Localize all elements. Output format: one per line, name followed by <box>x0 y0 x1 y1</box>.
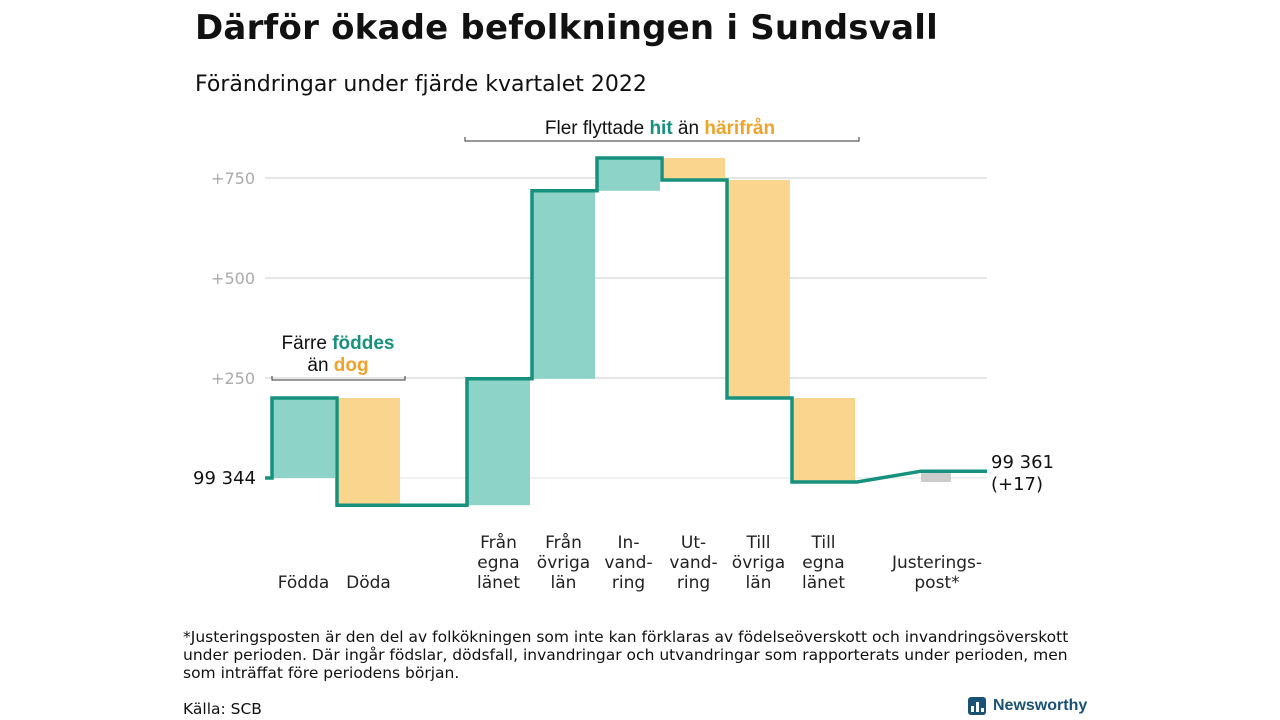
source-label: Källa: SCB <box>183 700 262 718</box>
waterfall-bar <box>532 190 595 379</box>
newsworthy-logo-icon <box>968 697 986 715</box>
waterfall-bar <box>792 398 855 482</box>
chart-subtitle: Förändringar under fjärde kvartalet 2022 <box>195 72 647 97</box>
newsworthy-logo: Newsworthy <box>968 697 1087 715</box>
category-label: Till övriga län <box>732 533 785 593</box>
footnote: *Justeringsposten är den del av folkökni… <box>183 628 1069 682</box>
waterfall-bar <box>272 398 335 478</box>
end-change-label: (+17) <box>991 474 1043 495</box>
category-label: Från övriga län <box>537 532 590 593</box>
moves-bracket <box>464 137 860 142</box>
waterfall-bar <box>921 471 951 482</box>
waterfall-bar <box>597 158 660 191</box>
chart-title: Därför ökade befolkningen i Sundsvall <box>195 8 938 48</box>
y-tick-label: +750 <box>211 169 255 188</box>
category-label: Från egna länet <box>477 532 520 593</box>
start-value-label: 99 344 <box>193 468 256 489</box>
y-tick-label: +250 <box>211 369 255 388</box>
category-label: Ut-vand-ring <box>669 533 717 593</box>
waterfall-bar <box>337 398 400 506</box>
waterfall-bar <box>467 378 530 506</box>
waterfall-bar <box>727 180 790 398</box>
moves-annotation: Fler flyttade hit än härifrån <box>545 118 775 139</box>
births-bracket <box>271 376 406 381</box>
brand-name: Newsworthy <box>993 697 1088 714</box>
category-label: Justerings-post* <box>891 553 982 593</box>
category-label: Döda <box>346 573 391 593</box>
category-label: Till egna länet <box>802 533 845 593</box>
births-annotation-line1: Färre föddes <box>282 333 395 354</box>
end-value-label: 99 361 <box>991 452 1054 473</box>
waterfall-bar <box>662 158 725 180</box>
cumulative-step-line <box>265 156 987 507</box>
y-tick-label: +500 <box>211 269 255 288</box>
category-label: Födda <box>278 573 330 593</box>
births-annotation-line2: än dog <box>307 355 368 376</box>
category-label: In-vand-ring <box>604 533 652 593</box>
